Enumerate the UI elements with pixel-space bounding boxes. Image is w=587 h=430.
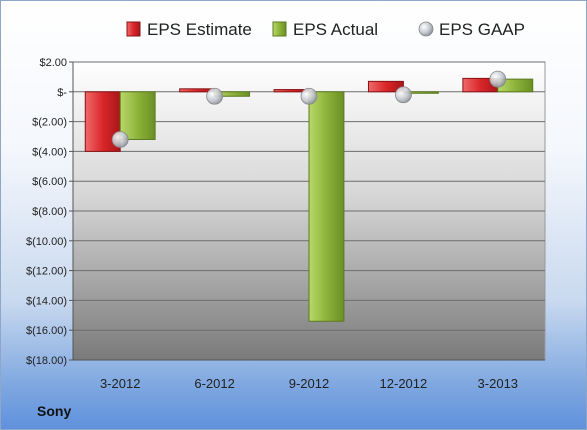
- eps-actual-bar: [308, 91, 345, 322]
- legend-label: EPS GAAP: [439, 20, 525, 39]
- x-axis: 3-2012 6-2012 9-2012 12-2012 3-2013: [73, 359, 545, 391]
- eps-gaap-marker: [489, 70, 507, 88]
- legend: EPS Estimate EPS Actual EPS GAAP: [126, 20, 525, 39]
- y-tick-label: $2.00: [39, 57, 67, 69]
- y-tick-label: $(14.00): [26, 295, 67, 307]
- y-tick-label: $(8.00): [32, 206, 67, 218]
- eps-actual-bar: [119, 91, 156, 140]
- x-category-label: 9-2012: [289, 376, 329, 391]
- y-tick-label: $(18.00): [26, 355, 67, 367]
- legend-swatch-eps-estimate: [126, 21, 141, 37]
- y-tick-label: $(16.00): [26, 325, 67, 337]
- y-tick-label: $(2.00): [32, 117, 67, 129]
- x-category-label: 3-2012: [100, 376, 140, 391]
- legend-swatch-eps-actual: [272, 21, 287, 37]
- x-category-label: 6-2012: [194, 376, 234, 391]
- legend-swatch-eps-gaap: [418, 21, 434, 37]
- x-category-label: 12-2012: [380, 376, 428, 391]
- y-tick-label: $(6.00): [32, 176, 67, 188]
- eps-gaap-marker: [300, 87, 318, 105]
- y-axis: $2.00 $- $(2.00) $(4.00) $(6.00) $(8.00) $(10.…: [26, 57, 74, 367]
- company-name: Sony: [37, 403, 72, 419]
- legend-label: EPS Actual: [293, 20, 378, 39]
- eps-gaap-marker: [206, 87, 224, 105]
- y-tick-label: $(10.00): [26, 236, 67, 248]
- y-tick-label: $-: [57, 87, 67, 99]
- y-tick-label: $(12.00): [26, 266, 67, 278]
- x-category-label: 3-2013: [478, 376, 518, 391]
- y-tick-label: $(4.00): [32, 146, 67, 158]
- eps-gaap-marker: [111, 131, 129, 148]
- gaap-markers: [111, 70, 507, 148]
- eps-gaap-marker: [394, 86, 412, 104]
- bars: [84, 77, 534, 322]
- legend-label: EPS Estimate: [147, 20, 252, 39]
